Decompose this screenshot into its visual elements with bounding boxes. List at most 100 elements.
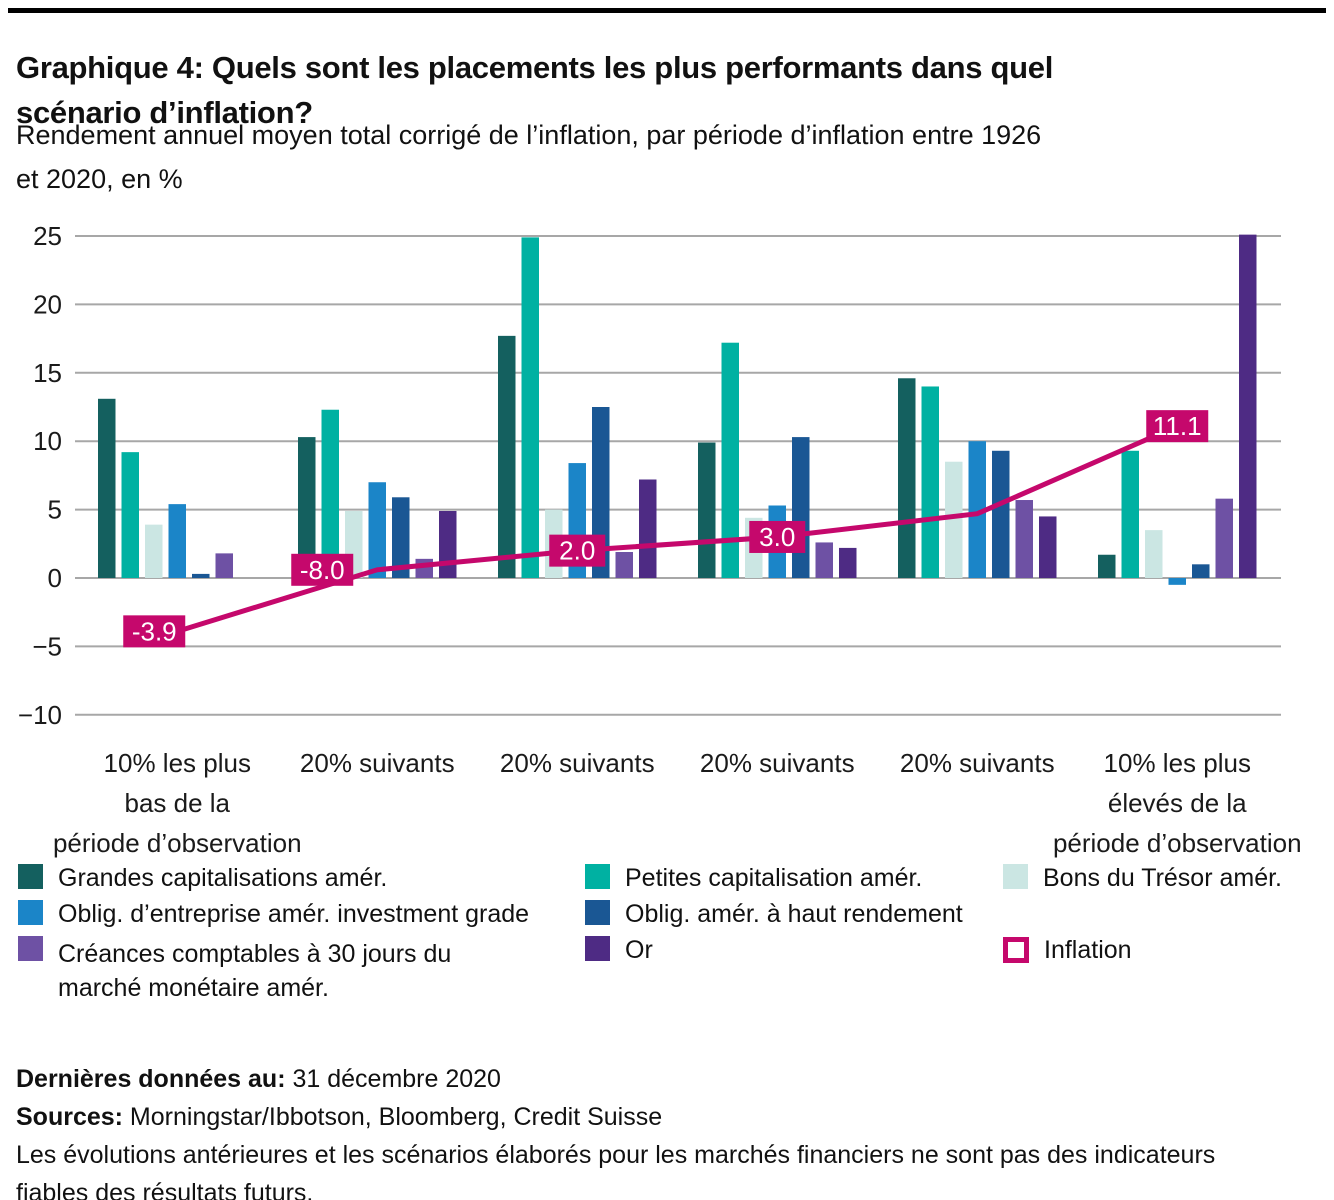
chart-subtitle-line1: Rendement annuel moyen total corrigé de … xyxy=(16,120,1042,150)
petites-cap-swatch xyxy=(585,864,610,889)
inflation-label-g5: 11.1 xyxy=(1153,411,1202,441)
chart-title-line2: scénario d’inflation? xyxy=(16,94,313,130)
bons-tresor-swatch xyxy=(1003,864,1028,889)
creances-swatch xyxy=(18,936,43,961)
x-label-g4-l0: 20% suivants xyxy=(900,748,1055,778)
last-data-label: Dernières données au: xyxy=(16,1065,286,1093)
inflation-label-box-g1 xyxy=(291,553,354,586)
legend-label-or: Or xyxy=(625,936,653,964)
y-tick-20: 20 xyxy=(33,289,62,319)
bar-s4-g3 xyxy=(792,437,810,578)
bar-s1-g3 xyxy=(721,342,739,578)
bar-s5-g0 xyxy=(215,553,233,578)
bar-s0-g1 xyxy=(298,437,316,578)
bar-s2-g0 xyxy=(145,524,163,578)
legend-label-oblig-hy: Oblig. amér. à haut rendement xyxy=(625,900,963,928)
legend-item-grandes-cap: Grandes capitalisations amér. xyxy=(18,864,585,891)
bar-s1-g0 xyxy=(121,452,139,578)
x-label-g0-l0: 10% les plus xyxy=(104,748,251,778)
or-swatch xyxy=(585,936,610,961)
legend-label-creances-line2: marché monétaire amér. xyxy=(58,974,329,1002)
inflation-label-g3: 3.0 xyxy=(759,522,795,552)
footer: Dernières données au: 31 décembre 2020 S… xyxy=(16,1060,1215,1200)
legend-item-or: Or xyxy=(585,936,1003,1005)
inflation-label-box-g5 xyxy=(1146,410,1209,443)
bar-s2-g4 xyxy=(945,461,963,578)
grandes-cap-swatch xyxy=(18,864,43,889)
legend: Grandes capitalisations amér. Petites ca… xyxy=(18,864,1326,1005)
x-label-g5-l1: élevés de la xyxy=(1108,788,1247,818)
bar-s0-g2 xyxy=(498,335,516,578)
legend-item-oblig-ig: Oblig. d’entreprise amér. investment gra… xyxy=(18,900,585,927)
sources-label: Sources: xyxy=(16,1103,123,1131)
bar-s4-g5 xyxy=(1192,564,1210,578)
bar-s0-g5 xyxy=(1098,554,1116,578)
inflation-label-box-g0 xyxy=(123,615,186,648)
bar-s5-g2 xyxy=(615,552,633,578)
bar-s1-g1 xyxy=(321,409,339,578)
legend-label-petites-cap: Petites capitalisation amér. xyxy=(625,864,923,892)
inflation-label-box-g2 xyxy=(549,534,606,567)
y-tick-0: 0 xyxy=(48,563,62,593)
last-data-line: Dernières données au: 31 décembre 2020 xyxy=(16,1060,1215,1098)
bar-s0-g4 xyxy=(898,378,916,578)
disclaimer-line2: fiables des résultats futurs. xyxy=(16,1179,314,1200)
y-tick-25: 25 xyxy=(33,221,62,251)
sources-line: Sources: Morningstar/Ibbotson, Bloomberg… xyxy=(16,1098,1215,1136)
bar-s3-g0 xyxy=(168,504,186,578)
x-label-g3-l0: 20% suivants xyxy=(700,748,855,778)
y-tick-5: 5 xyxy=(48,495,62,525)
chart-title: Graphique 4: Quels sont les placements l… xyxy=(16,45,1053,135)
bar-s3-g1 xyxy=(368,482,386,578)
bar-s6-g5 xyxy=(1239,234,1257,578)
x-label-g5-l0: 10% les plus xyxy=(1104,748,1251,778)
bar-s6-g4 xyxy=(1039,516,1057,578)
legend-label-creances: Créances comptables à 30 jours du marché… xyxy=(58,936,451,1005)
bar-s6-g2 xyxy=(639,479,657,578)
bar-s5-g5 xyxy=(1215,498,1233,578)
legend-label-creances-line1: Créances comptables à 30 jours du xyxy=(58,940,452,968)
legend-item-inflation: Inflation xyxy=(1003,936,1326,1005)
bar-s6-g3 xyxy=(839,547,857,578)
chart-subtitle: Rendement annuel moyen total corrigé de … xyxy=(16,113,1041,201)
legend-item-oblig-hy: Oblig. amér. à haut rendement xyxy=(585,900,1003,927)
chart-subtitle-line2: et 2020, en % xyxy=(16,164,183,194)
x-label-g0-l2: période d’observation xyxy=(53,828,302,858)
y-tick--5: −5 xyxy=(32,631,62,661)
legend-label-bons-tresor: Bons du Trésor amér. xyxy=(1043,864,1283,892)
x-label-g5-l2: période d’observation xyxy=(1053,828,1302,858)
x-label-g0-l1: bas de la xyxy=(124,788,230,818)
bar-s0-g0 xyxy=(98,398,116,578)
bar-s4-g4 xyxy=(992,450,1010,578)
x-label-g2-l0: 20% suivants xyxy=(500,748,655,778)
sources-value: Morningstar/Ibbotson, Bloomberg, Credit … xyxy=(122,1103,663,1131)
inflation-label-box-g3 xyxy=(749,520,806,553)
legend-label-oblig-ig: Oblig. d’entreprise amér. investment gra… xyxy=(58,900,530,928)
bar-s5-g3 xyxy=(815,542,833,578)
legend-label-grandes-cap: Grandes capitalisations amér. xyxy=(58,864,388,892)
legend-item-petites-cap: Petites capitalisation amér. xyxy=(585,864,1003,891)
top-rule xyxy=(8,8,1326,13)
legend-item-bons-tresor: Bons du Trésor amér. xyxy=(1003,864,1326,891)
bar-s1-g4 xyxy=(921,386,939,578)
y-tick-10: 10 xyxy=(33,426,62,456)
inflation-label-g1: -8.0 xyxy=(300,555,345,585)
y-tick-15: 15 xyxy=(33,358,62,388)
bar-s2-g5 xyxy=(1145,530,1163,578)
inflation-label-g2: 2.0 xyxy=(559,536,595,566)
last-data-value: 31 décembre 2020 xyxy=(285,1065,501,1093)
inflation-label-g0: -3.9 xyxy=(132,616,177,646)
oblig-ig-swatch xyxy=(18,900,43,925)
y-tick--10: −10 xyxy=(18,700,62,730)
legend-label-inflation: Inflation xyxy=(1044,936,1132,964)
bar-s4-g1 xyxy=(392,497,410,578)
bar-s1-g5 xyxy=(1121,450,1139,578)
legend-item-creances: Créances comptables à 30 jours du marché… xyxy=(18,936,585,1005)
disclaimer-line1: Les évolutions antérieures et les scénar… xyxy=(16,1141,1216,1169)
bar-s5-g1 xyxy=(415,558,433,578)
bar-s6-g1 xyxy=(439,510,457,578)
bar-s1-g2 xyxy=(521,237,539,579)
chart-title-line1: Graphique 4: Quels sont les placements l… xyxy=(16,49,1054,85)
